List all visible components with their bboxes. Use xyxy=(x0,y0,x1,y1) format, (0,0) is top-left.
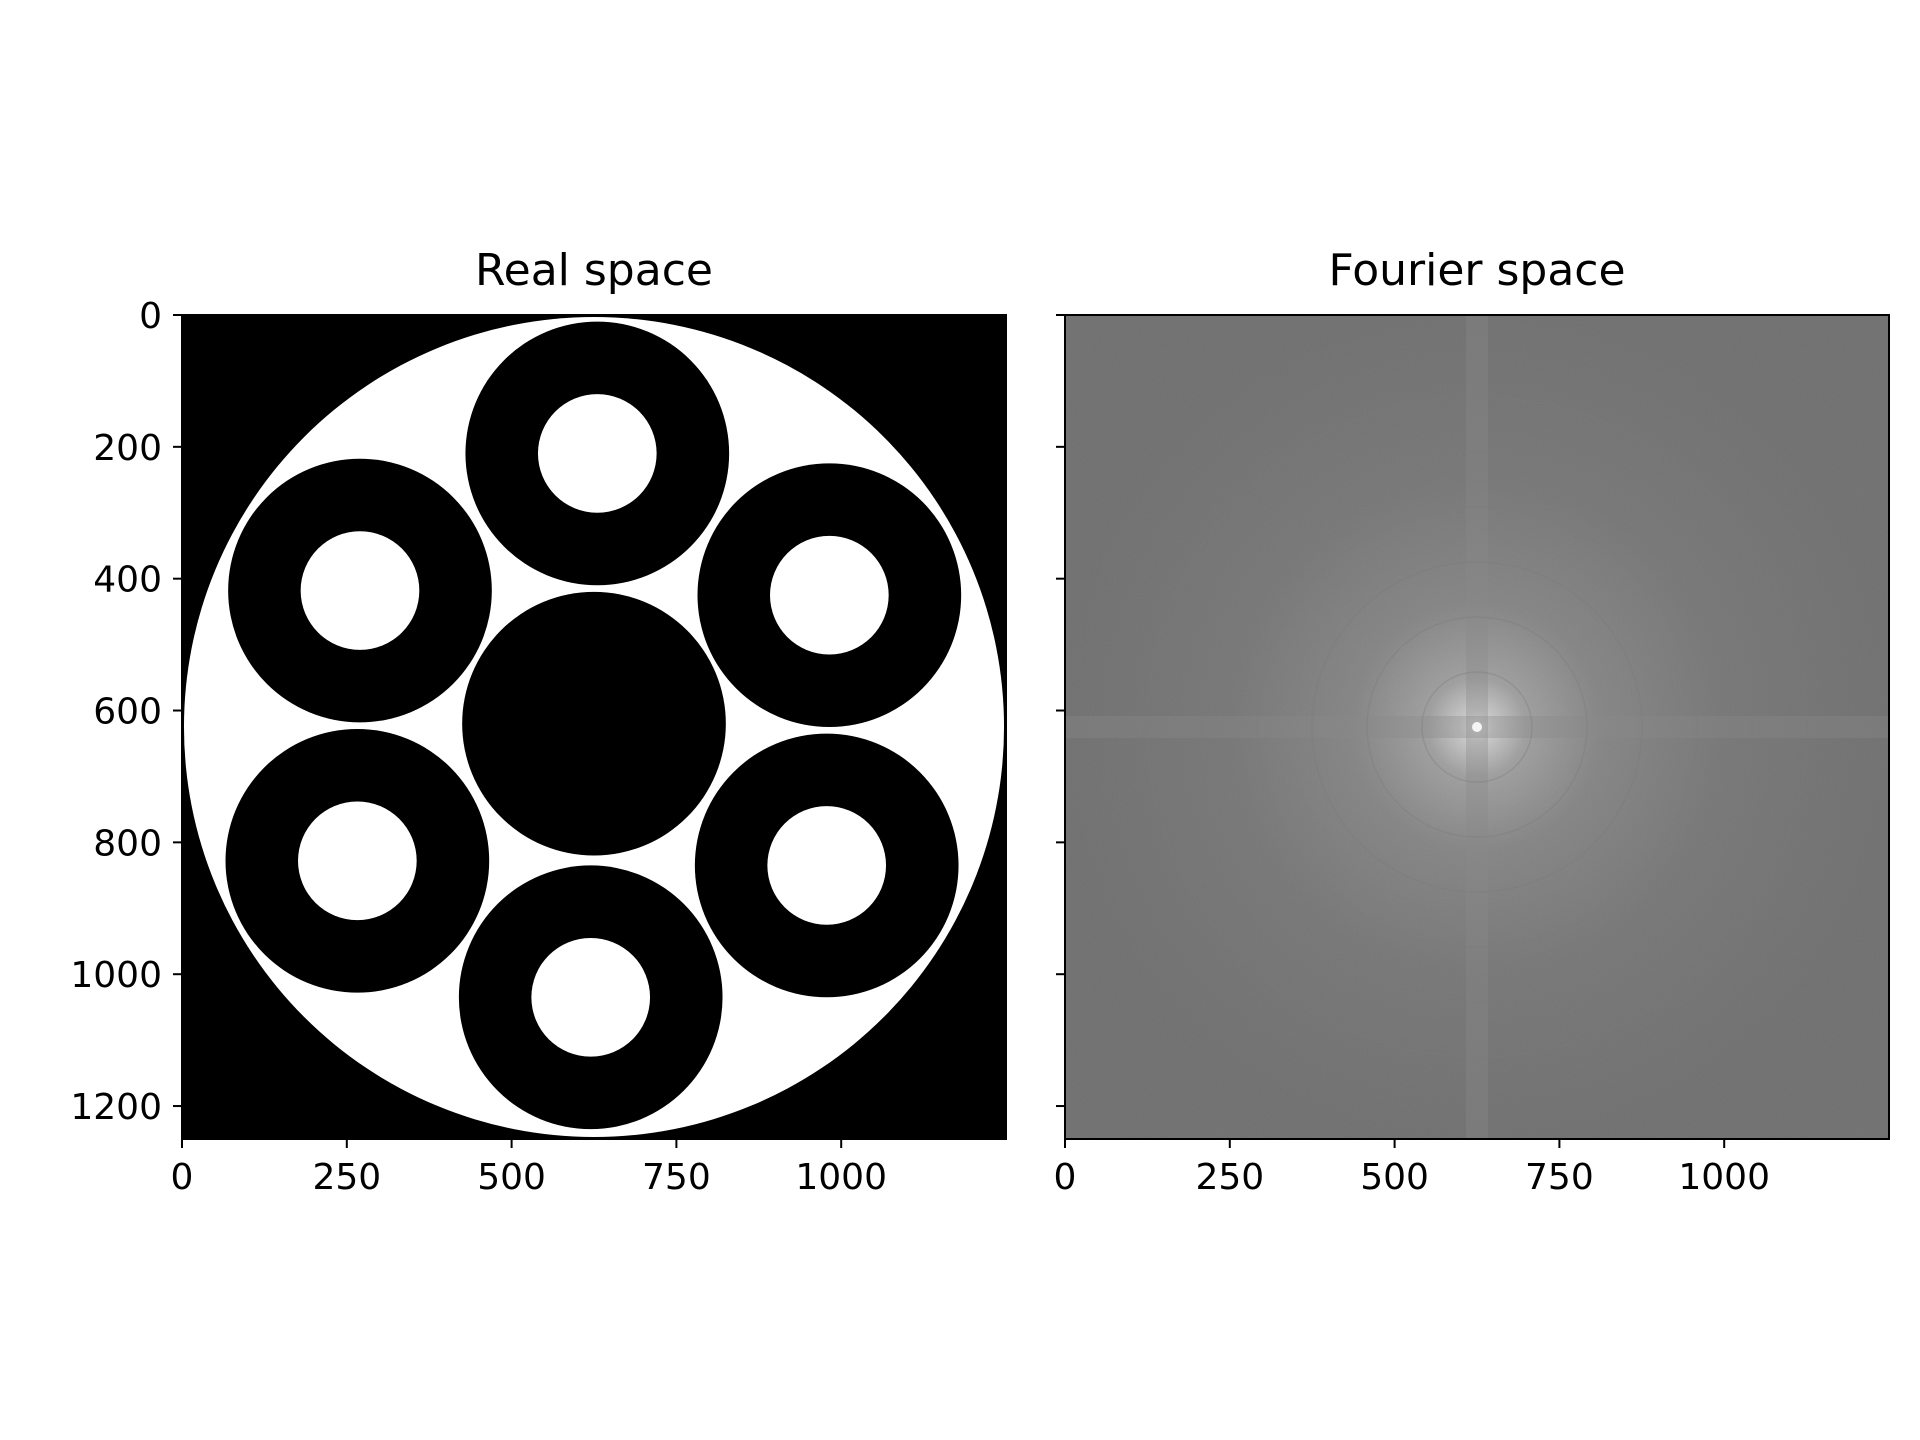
fourier-ring xyxy=(1201,451,1753,1003)
x-tick-label: 500 xyxy=(477,1157,546,1198)
ring-hole xyxy=(537,394,657,513)
fourier-ring xyxy=(1421,671,1533,783)
x-tick-label: 750 xyxy=(1525,1157,1594,1198)
fourier-ring xyxy=(1366,616,1588,838)
fourier-space-y-axis xyxy=(1056,314,1065,1108)
fourier-ring xyxy=(1146,396,1808,1058)
fourier-space-peak xyxy=(1472,722,1482,732)
y-tick-label: 800 xyxy=(93,823,162,864)
ring-hole xyxy=(531,937,651,1057)
ring-hole xyxy=(298,801,417,921)
x-tick-label: 0 xyxy=(171,1157,194,1198)
center-disk xyxy=(462,591,726,856)
x-tick-label: 0 xyxy=(1054,1157,1077,1198)
fourier-ring xyxy=(1256,506,1698,948)
fourier-ring xyxy=(1311,561,1643,893)
y-tick-label: 600 xyxy=(93,692,162,733)
x-tick-label: 1000 xyxy=(1678,1157,1770,1198)
real-space-shapes xyxy=(183,316,1005,1138)
ring-hole xyxy=(300,531,420,650)
real-space-axes-frame xyxy=(181,314,1007,1140)
fourier-space-axes-frame xyxy=(1064,314,1890,1140)
real-space-x-axis: 0 250 500 750 1000 xyxy=(171,1139,887,1198)
y-tick-label: 200 xyxy=(93,428,162,469)
fourier-space-panel: Fourier space 0 250 500 750 1000 xyxy=(1054,245,1890,1198)
fourier-space-title: Fourier space xyxy=(1328,245,1625,296)
x-tick-label: 750 xyxy=(642,1157,711,1198)
x-tick-label: 1000 xyxy=(795,1157,887,1198)
ring-hole xyxy=(770,535,889,655)
y-tick-label: 0 xyxy=(139,296,162,337)
real-space-y-axis: 0 200 400 600 800 1000 1200 xyxy=(70,296,182,1128)
y-tick-label: 1000 xyxy=(70,955,162,996)
real-space-title: Real space xyxy=(475,245,713,296)
x-tick-label: 500 xyxy=(1360,1157,1429,1198)
y-tick-label: 400 xyxy=(93,560,162,601)
x-tick-label: 250 xyxy=(312,1157,381,1198)
y-tick-label: 1200 xyxy=(70,1087,162,1128)
x-tick-label: 250 xyxy=(1195,1157,1264,1198)
fourier-space-x-axis: 0 250 500 750 1000 xyxy=(1054,1139,1770,1198)
real-space-panel: Real space 0 250 500 750 1000 0 200 400 600 800 1… xyxy=(70,245,1007,1198)
ring-hole xyxy=(767,806,887,925)
